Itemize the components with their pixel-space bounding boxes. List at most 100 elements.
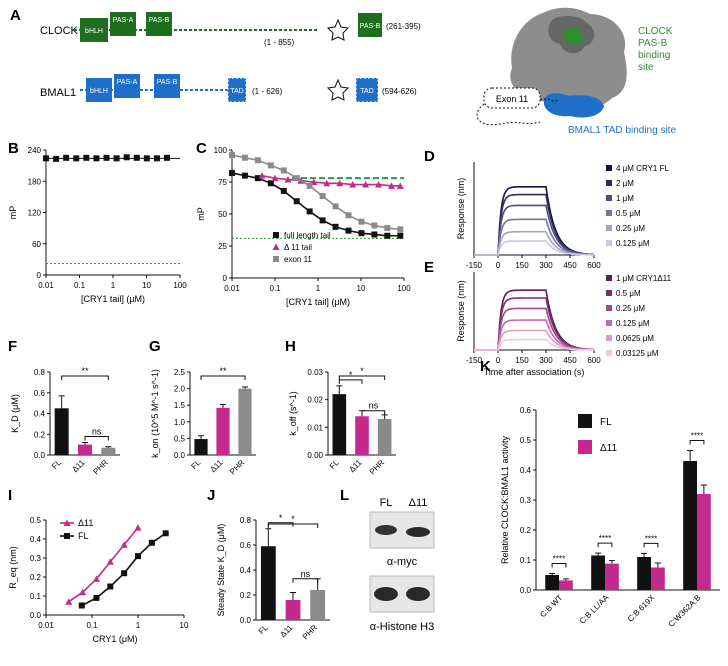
panel-l-western-blot: FL Δ11 α-myc α-Histone H3 bbox=[369, 497, 435, 633]
bmal1-domain-pas-a bbox=[114, 74, 140, 98]
data-point bbox=[345, 227, 352, 234]
legend-label: 0.5 μM bbox=[616, 209, 641, 218]
sensorgram-trace bbox=[474, 186, 595, 256]
x-tick-label: 100 bbox=[173, 281, 187, 290]
sensorgram-trace bbox=[474, 240, 595, 256]
bar bbox=[310, 590, 326, 620]
clock-domain-pas-b bbox=[146, 12, 172, 36]
clock-range: (1 - 855) bbox=[264, 38, 295, 47]
bar bbox=[260, 546, 276, 620]
data-point bbox=[241, 172, 248, 179]
blot-myc-label: α-myc bbox=[387, 556, 418, 568]
significance-label: * bbox=[279, 513, 283, 523]
clock-domain-pas-a bbox=[110, 12, 136, 36]
data-point bbox=[78, 602, 85, 609]
legend-marker bbox=[578, 414, 592, 428]
data-point bbox=[254, 157, 261, 164]
clock-label: CLOCK bbox=[40, 25, 79, 37]
y-tick-label: 0.0 bbox=[34, 451, 46, 460]
y-tick-label: 0.0 bbox=[240, 616, 252, 625]
y-axis-label: mP bbox=[196, 207, 206, 221]
category-label: C:B 619X bbox=[626, 593, 657, 624]
bmal1-domain-tad bbox=[227, 77, 247, 103]
panel-letter-j: J bbox=[207, 487, 215, 504]
data-point bbox=[93, 155, 100, 162]
legend-label: 1 μM CRY1Δ11 bbox=[616, 274, 672, 283]
significance-label: ** bbox=[81, 366, 89, 376]
category-label: FL bbox=[50, 458, 63, 471]
x-tick-label: 150 bbox=[515, 356, 529, 365]
significance-bracket bbox=[292, 578, 319, 583]
legend-marker bbox=[272, 243, 280, 250]
significance-label: ns bbox=[369, 401, 379, 411]
data-point bbox=[371, 222, 378, 229]
data-point bbox=[43, 155, 49, 162]
significance-label: ** bbox=[219, 366, 227, 376]
y-tick-label: 2.5 bbox=[174, 368, 186, 377]
legend-label: 0.25 μM bbox=[616, 304, 645, 313]
clock-domain-pas-a-label: PAS-A bbox=[113, 17, 134, 24]
clock-domain-bhlh bbox=[80, 18, 108, 42]
data-point bbox=[306, 208, 313, 215]
data-point bbox=[332, 203, 339, 210]
y-tick-label: 0.00 bbox=[307, 451, 323, 460]
bmal1-star-icon bbox=[326, 78, 350, 101]
blot-h3-band-fl bbox=[374, 587, 398, 601]
data-point bbox=[284, 175, 292, 183]
significance-bracket bbox=[61, 375, 109, 380]
y-tick-label: 0.03 bbox=[307, 368, 323, 377]
y-tick-label: 1.0 bbox=[174, 418, 186, 427]
bmal1-domain-bhlh bbox=[86, 78, 112, 102]
y-tick-label: 0.6 bbox=[34, 389, 46, 398]
bar bbox=[216, 407, 230, 455]
panel-letter-d: D bbox=[424, 148, 435, 165]
data-point bbox=[349, 181, 357, 188]
blot-h3-band-delta11 bbox=[406, 587, 430, 601]
data-point bbox=[103, 154, 110, 161]
significance-bracket bbox=[551, 563, 567, 568]
y-tick-label: 0.8 bbox=[34, 368, 46, 377]
x-tick-label: 0.01 bbox=[38, 281, 54, 290]
legend-label: Δ11 bbox=[600, 443, 617, 454]
data-point bbox=[229, 152, 235, 159]
bmal1-domain-pas-b-label: PAS-B bbox=[157, 79, 178, 86]
legend-marker bbox=[606, 350, 612, 356]
clock-site-label-1: CLOCK bbox=[638, 26, 673, 37]
bar bbox=[683, 461, 697, 590]
blot-col-delta11: Δ11 bbox=[409, 497, 428, 509]
exon11-connector-loop bbox=[476, 103, 541, 126]
data-point bbox=[162, 530, 169, 537]
significance-label: * bbox=[360, 366, 364, 376]
y-tick-label: 0.3 bbox=[520, 496, 532, 505]
bar bbox=[285, 600, 301, 620]
bar bbox=[651, 567, 665, 590]
clock-binding-site bbox=[563, 27, 583, 45]
data-point bbox=[319, 193, 326, 200]
protein-surface bbox=[510, 7, 627, 111]
significance-bracket bbox=[200, 375, 246, 380]
panel-letter-g: G bbox=[149, 338, 161, 355]
bmal1-range: (1 - 626) bbox=[252, 87, 283, 96]
exon11-box bbox=[483, 87, 541, 109]
bmal1-site-label: BMAL1 TAD binding site bbox=[568, 125, 676, 136]
clock-site-label-2: PAS-B bbox=[638, 38, 668, 49]
bar bbox=[697, 494, 711, 590]
data-point bbox=[107, 583, 114, 590]
y-tick-label: 0.4 bbox=[34, 410, 46, 419]
data-point bbox=[319, 217, 326, 224]
significance-bracket bbox=[597, 542, 613, 548]
y-tick-label: 0.4 bbox=[30, 535, 42, 544]
x-tick-label: 600 bbox=[587, 356, 601, 365]
data-point bbox=[133, 154, 140, 161]
data-point bbox=[153, 155, 160, 162]
y-axis-label: k_off (s^-1) bbox=[288, 391, 298, 436]
panel-letter-e: E bbox=[424, 259, 434, 276]
blot-col-fl: FL bbox=[380, 497, 393, 509]
x-tick-label: -150 bbox=[466, 356, 483, 365]
x-tick-label: 10 bbox=[180, 621, 189, 630]
legend-label: exon 11 bbox=[284, 255, 312, 264]
data-point bbox=[293, 198, 300, 205]
sensorgram-trace bbox=[474, 193, 595, 256]
legend-label: Δ 11 tail bbox=[284, 243, 312, 252]
